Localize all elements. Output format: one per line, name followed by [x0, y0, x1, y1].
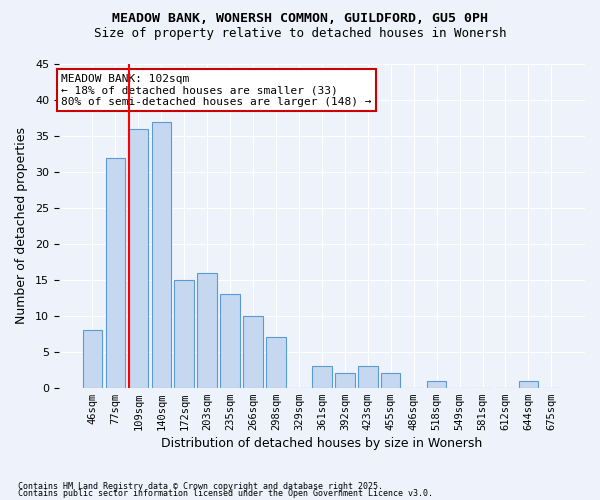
Bar — [518, 380, 538, 388]
Text: MEADOW BANK, WONERSH COMMON, GUILDFORD, GU5 0PH: MEADOW BANK, WONERSH COMMON, GUILDFORD, … — [112, 12, 488, 26]
Bar — [220, 294, 240, 388]
Bar — [175, 280, 194, 388]
Bar — [381, 374, 400, 388]
Bar — [197, 272, 217, 388]
Bar — [152, 122, 171, 388]
Bar — [106, 158, 125, 388]
Bar — [128, 128, 148, 388]
X-axis label: Distribution of detached houses by size in Wonersh: Distribution of detached houses by size … — [161, 437, 482, 450]
Y-axis label: Number of detached properties: Number of detached properties — [15, 128, 28, 324]
Text: MEADOW BANK: 102sqm
← 18% of detached houses are smaller (33)
80% of semi-detach: MEADOW BANK: 102sqm ← 18% of detached ho… — [61, 74, 372, 107]
Bar — [312, 366, 332, 388]
Bar — [335, 374, 355, 388]
Text: Contains HM Land Registry data © Crown copyright and database right 2025.: Contains HM Land Registry data © Crown c… — [18, 482, 383, 491]
Bar — [83, 330, 102, 388]
Bar — [358, 366, 377, 388]
Bar — [244, 316, 263, 388]
Bar — [427, 380, 446, 388]
Text: Contains public sector information licensed under the Open Government Licence v3: Contains public sector information licen… — [18, 490, 433, 498]
Bar — [266, 338, 286, 388]
Text: Size of property relative to detached houses in Wonersh: Size of property relative to detached ho… — [94, 28, 506, 40]
